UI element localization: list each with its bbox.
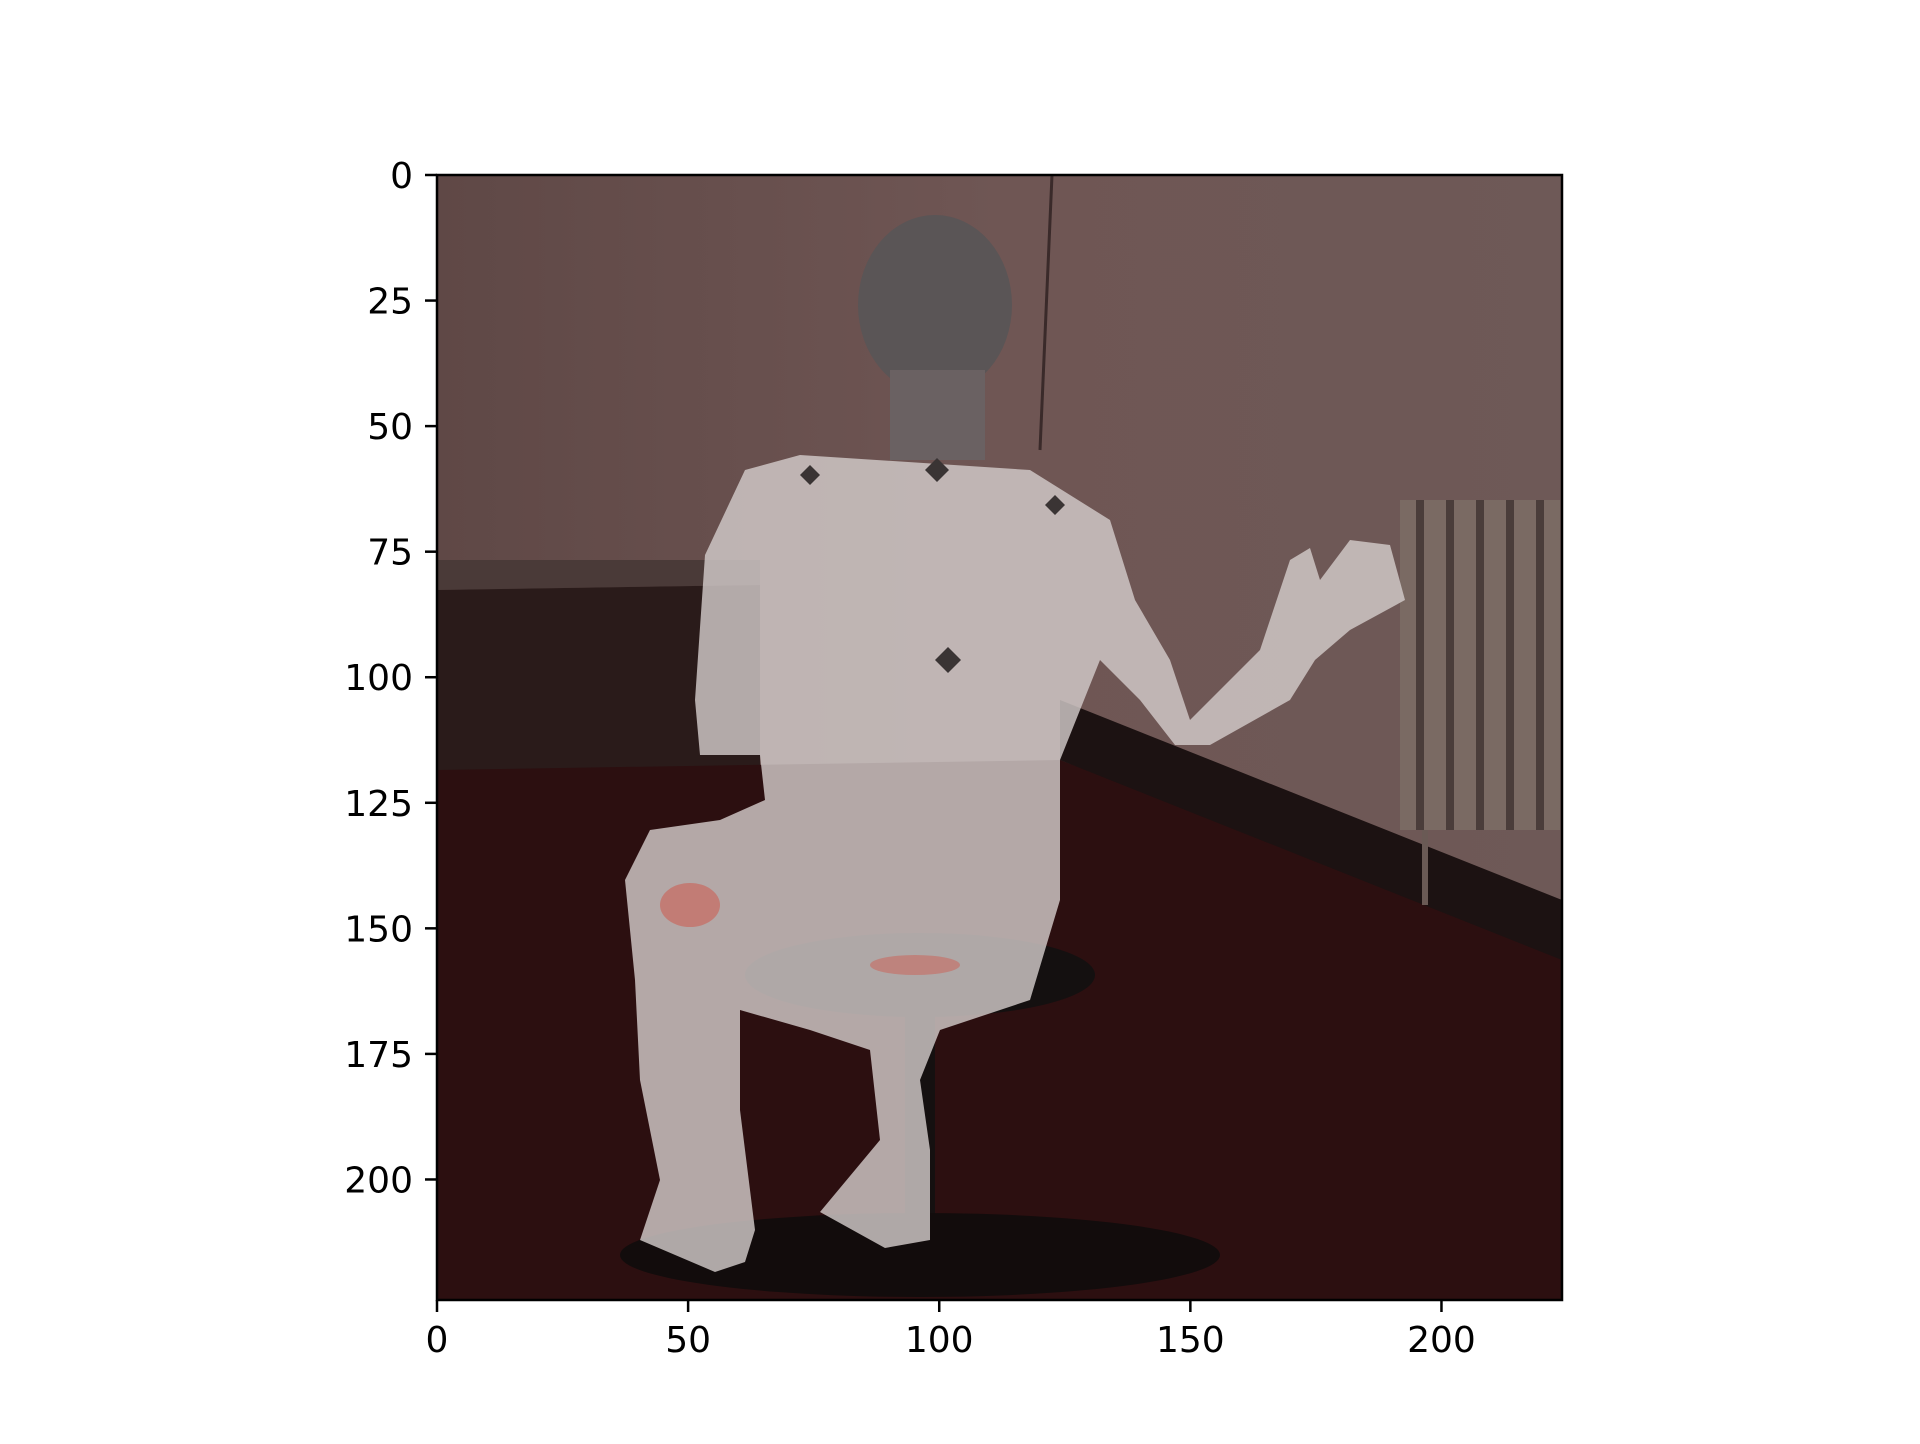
desk-shadow (437, 585, 760, 780)
y-tick-label: 0 (390, 156, 413, 197)
plot-frame (435, 173, 1564, 1302)
x-axis: 0 50 100 150 200 (426, 1300, 1476, 1361)
y-tick-label: 175 (344, 1035, 413, 1076)
y-tick-label: 200 (344, 1160, 413, 1201)
y-tick-label: 125 (344, 784, 413, 825)
wall-corner-edge (1038, 175, 1054, 451)
x-tick-label: 200 (1407, 1320, 1476, 1361)
person-overlay (625, 215, 1405, 1272)
y-tick-label: 25 (367, 282, 413, 323)
y-tick-label: 100 (344, 658, 413, 699)
baseboard-left (437, 560, 760, 590)
y-tick-label: 50 (367, 407, 413, 448)
x-tick-label: 150 (1156, 1320, 1225, 1361)
image-area (437, 175, 1562, 1300)
x-tick-label: 50 (665, 1320, 711, 1361)
y-tick-label: 75 (367, 533, 413, 574)
x-tick-label: 100 (905, 1320, 974, 1361)
y-tick-label: 150 (344, 909, 413, 950)
x-tick-label: 0 (426, 1320, 449, 1361)
radiator (1400, 500, 1560, 905)
y-axis: 0 25 50 75 100 125 150 175 200 (344, 156, 437, 1201)
baseboard-right (1060, 700, 1562, 960)
